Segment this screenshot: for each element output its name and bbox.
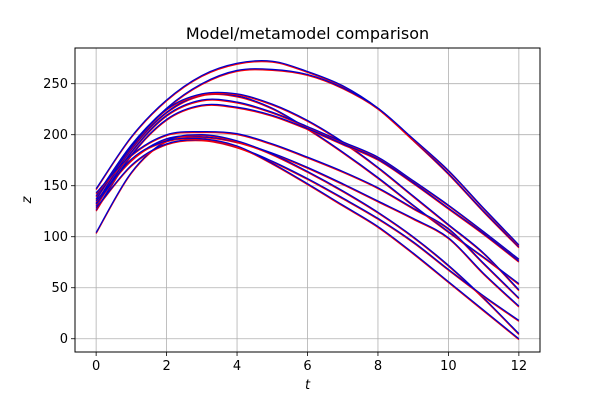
- metamodel-series-line-0: [95, 60, 520, 248]
- x-tick-label: 0: [92, 359, 100, 374]
- metamodel-series-line-5: [95, 103, 520, 262]
- model-series-line-4: [95, 99, 520, 261]
- model-series-line-5: [95, 104, 520, 263]
- y-tick-label: 0: [60, 332, 68, 347]
- y-tick-label: 100: [43, 230, 68, 245]
- y-tick-label: 200: [43, 128, 68, 143]
- x-tick-label: 4: [233, 359, 241, 374]
- model-series-line-6: [95, 131, 520, 300]
- x-tick-label: 12: [511, 359, 528, 374]
- x-axis-label: t: [305, 378, 311, 393]
- metamodel-series-line-7: [95, 135, 520, 307]
- model-series-line-9: [95, 139, 520, 322]
- y-axis-label: z: [20, 195, 35, 204]
- metamodel-series-line-3: [95, 91, 520, 291]
- model-series-line-3: [95, 92, 520, 292]
- metamodel-series-line-9: [95, 138, 520, 321]
- model-series-line-7: [95, 136, 520, 308]
- metamodel-series-line-6: [95, 130, 520, 299]
- y-tick-label: 50: [51, 281, 68, 296]
- x-tick-label: 8: [374, 359, 382, 374]
- metamodel-series-line-10: [95, 137, 520, 340]
- x-tick-label: 10: [440, 359, 457, 374]
- model-series-line-10: [95, 138, 520, 341]
- y-tick-label: 250: [43, 77, 68, 92]
- axis-ticks: 0 2 4 6 8 10 12 0 50 100 150 200 250: [43, 77, 527, 374]
- metamodel-series-line-4: [95, 98, 520, 260]
- series-lines: [95, 60, 520, 341]
- y-tick-label: 150: [43, 179, 68, 194]
- metamodel-series-line-1: [95, 68, 520, 246]
- chart-title: Model/metamodel comparison: [186, 24, 429, 43]
- x-tick-label: 2: [162, 359, 170, 374]
- x-tick-label: 6: [303, 359, 311, 374]
